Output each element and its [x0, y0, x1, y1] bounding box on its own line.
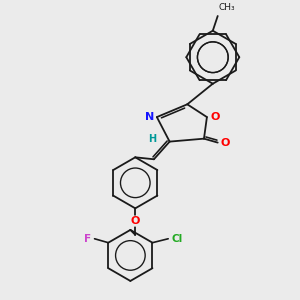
- Text: Cl: Cl: [171, 234, 182, 244]
- Text: O: O: [221, 138, 230, 148]
- Text: CH₃: CH₃: [219, 3, 235, 12]
- Text: H: H: [148, 134, 156, 144]
- Text: N: N: [146, 112, 154, 122]
- Text: O: O: [210, 112, 220, 122]
- Text: O: O: [130, 216, 140, 226]
- Text: F: F: [85, 234, 92, 244]
